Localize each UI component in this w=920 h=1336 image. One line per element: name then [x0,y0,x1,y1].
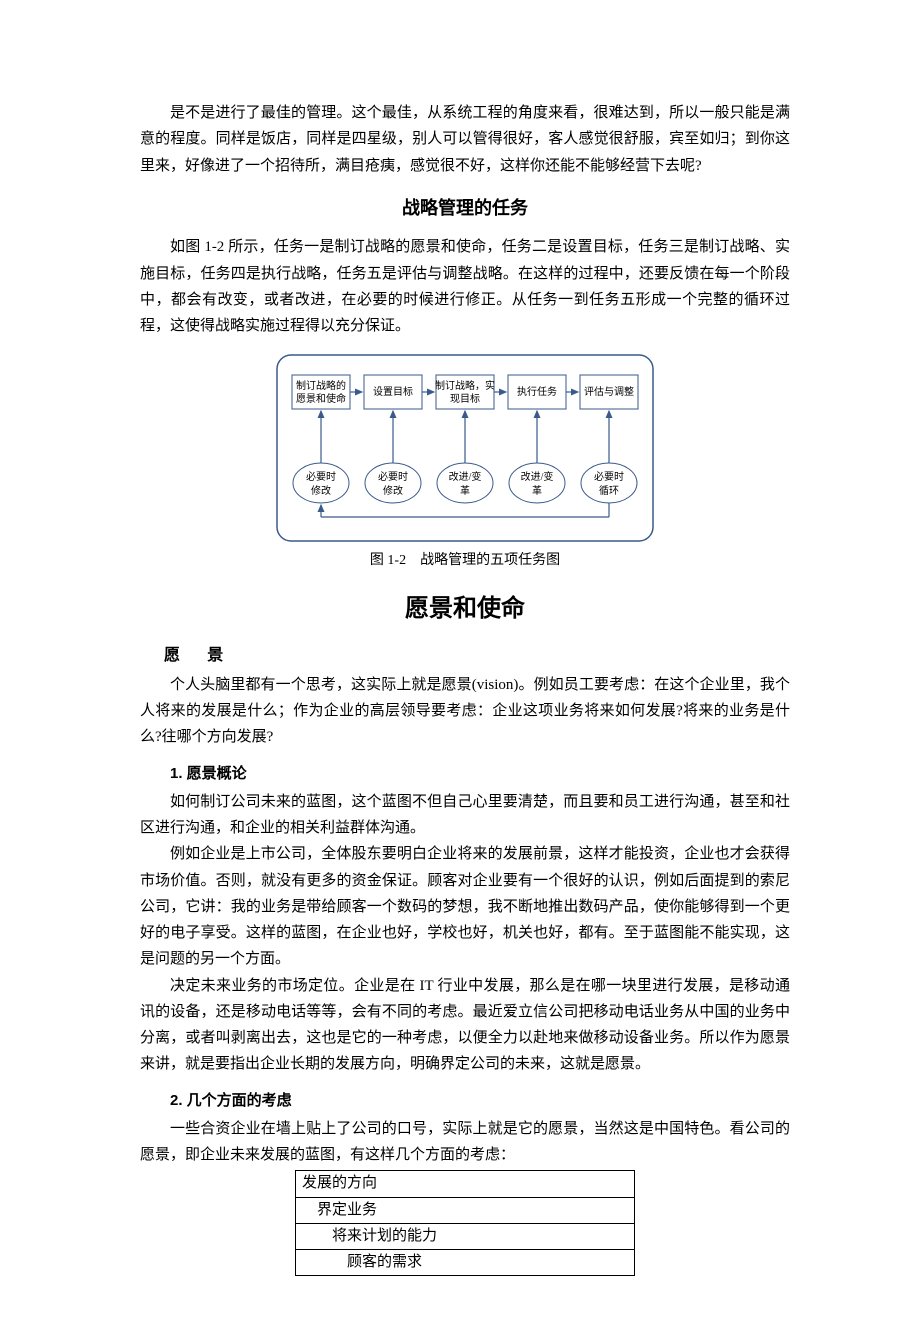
svg-text:制订战略的: 制订战略的 [296,379,346,392]
num1-p3: 决定未来业务的市场定位。企业是在 IT 行业中发展，那么是在哪一块里进行发展，是… [140,973,790,1078]
svg-text:革: 革 [460,484,470,497]
table-row: 发展的方向 [296,1171,635,1197]
svg-text:执行任务: 执行任务 [517,385,557,398]
svg-text:改进/变: 改进/变 [521,470,554,483]
svg-text:设置目标: 设置目标 [373,386,413,398]
considerations-table: 发展的方向界定业务将来计划的能力顾客的需求 [295,1170,635,1276]
section-title-tasks: 战略管理的任务 [140,193,790,225]
table-row: 顾客的需求 [296,1250,635,1276]
svg-text:必要时: 必要时 [306,470,336,483]
figure-1-2: 制订战略的愿景和使命设置目标制订战略，实现目标执行任务评估与调整必要时修改必要时… [140,353,790,543]
heading-1-overview: 1. 愿景概论 [140,761,790,787]
subheading-vision: 愿 景 [140,642,790,670]
vision-paragraph: 个人头脑里都有一个思考，这实际上就是愿景(vision)。例如员工要考虑：在这个… [140,672,790,751]
table-row: 界定业务 [296,1197,635,1223]
heading-2-considerations: 2. 几个方面的考虑 [140,1088,790,1114]
num1-p2: 例如企业是上市公司，全体股东要明白企业将来的发展前景，这样才能投资，企业也才会获… [140,841,790,972]
svg-text:现目标: 现目标 [450,393,480,405]
figure-caption: 图 1-2 战略管理的五项任务图 [140,549,790,574]
svg-text:评估与调整: 评估与调整 [584,385,634,398]
svg-text:循环: 循环 [599,484,619,497]
section1-paragraph: 如图 1-2 所示，任务一是制订战略的愿景和使命，任务二是设置目标，任务三是制订… [140,234,790,339]
svg-text:制订战略，实: 制订战略，实 [435,379,495,392]
num1-p1: 如何制订公司未来的蓝图，这个蓝图不但自己心里要清楚，而且要和员工进行沟通，甚至和… [140,789,790,842]
svg-text:愿景和使命: 愿景和使命 [296,392,346,405]
table-row: 将来计划的能力 [296,1223,635,1249]
num2-p1: 一些合资企业在墙上贴上了公司的口号，实际上就是它的愿景，当然这是中国特色。看公司… [140,1116,790,1169]
num2-p1-text: 一些合资企业在墙上贴上了公司的口号，实际上就是它的愿景，当然这是中国特色。看公司… [140,1121,790,1163]
svg-text:革: 革 [532,484,542,497]
svg-text:修改: 修改 [383,484,403,497]
intro-paragraph: 是不是进行了最佳的管理。这个最佳，从系统工程的角度来看，很难达到，所以一般只能是… [140,100,790,179]
svg-text:修改: 修改 [311,484,331,497]
svg-text:必要时: 必要时 [594,470,624,483]
svg-text:必要时: 必要时 [378,470,408,483]
svg-text:改进/变: 改进/变 [449,470,482,483]
strategy-tasks-diagram: 制订战略的愿景和使命设置目标制订战略，实现目标执行任务评估与调整必要时修改必要时… [275,353,655,543]
section-title-vision-mission: 愿景和使命 [140,588,790,630]
